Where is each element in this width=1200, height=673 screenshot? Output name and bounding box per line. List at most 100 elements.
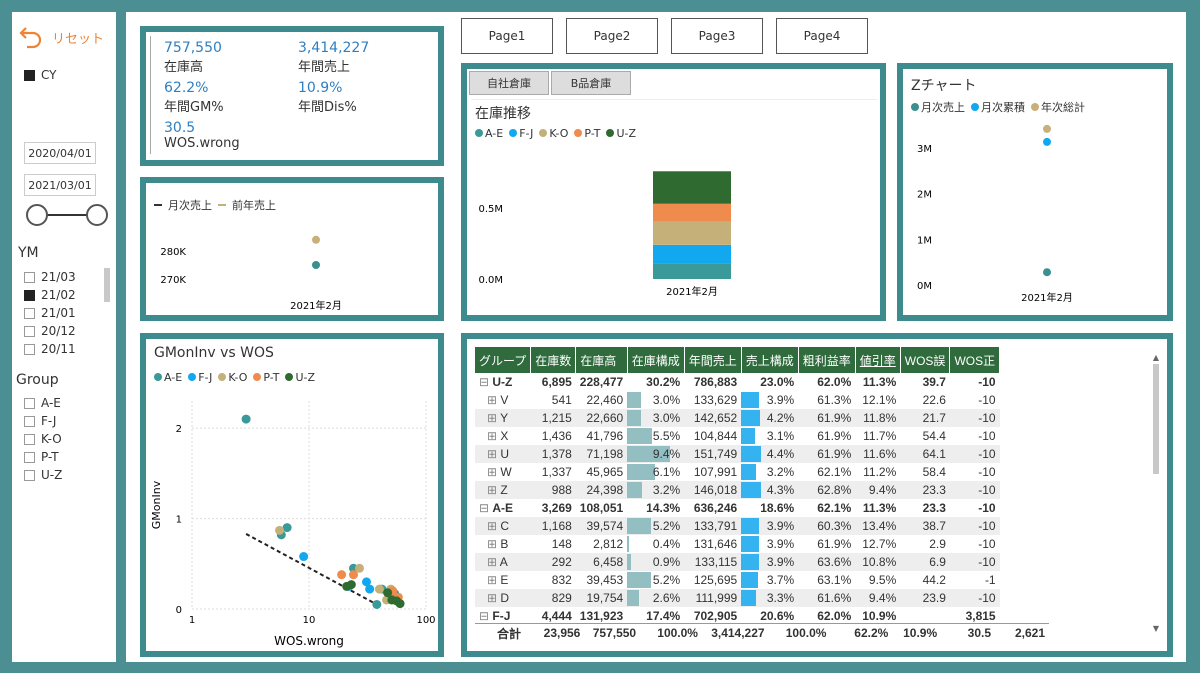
ym-item[interactable]: 20/11 [24,340,110,358]
expand-icon[interactable]: ⊞ [487,411,501,425]
table-row[interactable]: ⊟ F-J 4,444 131,923 17.4% 702,905 20.6% 62.0% 1… [475,607,1000,623]
slider-handle-start[interactable] [26,204,48,226]
page3-button[interactable]: Page3 [671,18,763,54]
column-header[interactable]: 在庫構成 [627,347,685,373]
ym-item[interactable]: 21/03 [24,268,110,286]
legend-item[interactable]: F-J [509,127,533,140]
expand-icon[interactable]: ⊞ [487,393,501,407]
expand-icon[interactable]: ⊞ [487,483,501,497]
table-row[interactable]: ⊞ Z 988 24,398 3.2% 146,018 4.3% 62.8% 9.4% 23.3… [475,481,1000,499]
legend-item[interactable]: U-Z [285,371,315,384]
table-row[interactable]: ⊞ X 1,436 41,796 5.5% 104,844 3.1% 61.9% 11.7% 5… [475,427,1000,445]
table-row[interactable]: ⊞ Y 1,215 22,660 3.0% 142,652 4.2% 61.9% 11.8% 2… [475,409,1000,427]
legend-item[interactable]: 月次売上 [911,99,965,115]
column-header[interactable]: 粗利益率 [798,347,856,373]
tab-own-warehouse[interactable]: 自社倉庫 [469,71,549,95]
page2-button[interactable]: Page2 [566,18,658,54]
legend-item[interactable]: F-J [188,371,212,384]
date-range-slider[interactable] [26,204,110,226]
reset-button[interactable]: リセット [18,24,104,50]
table-row[interactable]: ⊞ V 541 22,460 3.0% 133,629 3.9% 61.3% 12.1% 22.… [475,391,1000,409]
date-from-input[interactable]: 2020/04/01 [24,142,96,164]
expand-icon[interactable]: ⊞ [487,447,501,461]
table-row[interactable]: ⊟ U-Z 6,895 228,477 30.2% 786,883 23.0% 62.0% 1… [475,373,1000,391]
table-cell: 3.2% [741,463,798,481]
legend-item[interactable]: P-T [574,127,600,140]
legend-item[interactable]: 年次総計 [1031,99,1085,115]
cy-filter[interactable]: CY [24,68,57,82]
table-row[interactable]: ⊞ B 148 2,812 0.4% 131,646 3.9% 61.9% 12.7% 2.9 -… [475,535,1000,553]
group-checkbox[interactable] [24,451,35,463]
ym-checkbox[interactable] [24,343,35,355]
group-item[interactable]: F-J [24,412,110,430]
table-row[interactable]: ⊞ D 829 19,754 2.6% 111,999 3.3% 61.6% 9.4% 23.9… [475,589,1000,607]
table-row[interactable]: ⊞ W 1,337 45,965 6.1% 107,991 3.2% 62.1% 11.2% 5… [475,463,1000,481]
table-row[interactable]: ⊞ A 292 6,458 0.9% 133,115 3.9% 63.6% 10.8% 6.9-… [475,553,1000,571]
scroll-down-icon[interactable]: ▼ [1152,624,1160,633]
page4-button[interactable]: Page4 [776,18,868,54]
scroll-thumb[interactable] [1153,364,1159,474]
page1-button[interactable]: Page1 [461,18,553,54]
collapse-icon[interactable]: ⊟ [479,375,493,389]
y-tick-label: 0.0M [478,275,503,286]
expand-icon[interactable]: ⊞ [487,465,501,479]
column-header[interactable]: 在庫高 [575,347,628,373]
column-header[interactable]: 在庫数 [530,347,577,373]
scatter-point [299,552,309,562]
legend-item[interactable]: A-E [154,371,182,384]
expand-icon[interactable]: ⊞ [487,573,501,587]
ym-item[interactable]: 21/02 [24,286,110,304]
legend-item[interactable]: K-O [218,371,247,384]
ym-checkbox[interactable] [24,307,35,319]
legend-item[interactable]: 月次累積 [971,99,1025,115]
group-checkbox[interactable] [24,469,35,481]
group-checkbox[interactable] [24,397,35,409]
table-scrollbar[interactable]: ▲ ▼ [1151,353,1161,633]
kpi-annual-sales: 3,414,227 年間売上 [298,40,370,75]
expand-icon[interactable]: ⊞ [487,429,501,443]
group-list: A-E F-J K-O P-T U-Z [24,394,110,484]
legend-item[interactable]: K-O [539,127,568,140]
column-header[interactable]: 売上構成 [741,347,799,373]
tab-b-warehouse[interactable]: B品倉庫 [551,71,631,95]
cy-checkbox[interactable] [24,69,35,81]
ym-checkbox[interactable] [24,271,35,283]
column-header[interactable]: WOS誤 [900,347,951,373]
table-cell: 133,629 [693,393,738,407]
table-row[interactable]: ⊞ E 832 39,453 5.2% 125,695 3.7% 63.1% 9.5% 44.2… [475,571,1000,589]
legend-item[interactable]: A-E [475,127,503,140]
table-row[interactable]: ⊟ A-E 3,269 108,051 14.3% 636,246 18.6% 62.1% 1… [475,499,1000,517]
ym-checkbox[interactable] [24,325,35,337]
ym-scrollbar[interactable] [104,268,110,302]
group-item[interactable]: A-E [24,394,110,412]
slider-track [36,214,100,216]
date-to-input[interactable]: 2021/03/01 [24,174,96,196]
column-header[interactable]: WOS正 [949,347,1001,373]
legend-item[interactable]: P-T [253,371,279,384]
group-checkbox[interactable] [24,415,35,427]
bar-segment-a-e [653,263,731,279]
slider-handle-end[interactable] [86,204,108,226]
group-item[interactable]: U-Z [24,466,110,484]
group-checkbox[interactable] [24,433,35,445]
scroll-up-icon[interactable]: ▲ [1152,353,1160,362]
group-item[interactable]: K-O [24,430,110,448]
column-header[interactable]: グループ [475,347,532,373]
expand-icon[interactable]: ⊞ [487,591,501,605]
ym-item[interactable]: 20/12 [24,322,110,340]
table-row[interactable]: ⊞ C 1,168 39,574 5.2% 133,791 3.9% 60.3% 13.4% 3… [475,517,1000,535]
legend-item[interactable]: U-Z [606,127,636,140]
column-header[interactable]: 年間売上 [684,347,742,373]
group-item[interactable]: P-T [24,448,110,466]
table-cell: 5.2% [627,571,684,589]
table-row[interactable]: ⊞ U 1,378 71,198 9.4% 151,749 4.4% 61.9% 11.6% 6… [475,445,1000,463]
ym-checkbox[interactable] [24,289,35,301]
collapse-icon[interactable]: ⊟ [479,501,493,515]
total-label: 合計 [497,626,522,641]
expand-icon[interactable]: ⊞ [487,519,501,533]
expand-icon[interactable]: ⊞ [487,555,500,569]
column-header[interactable]: 値引率 [855,347,901,373]
expand-icon[interactable]: ⊞ [487,537,501,551]
ym-item[interactable]: 21/01 [24,304,110,322]
collapse-icon[interactable]: ⊟ [479,609,493,623]
